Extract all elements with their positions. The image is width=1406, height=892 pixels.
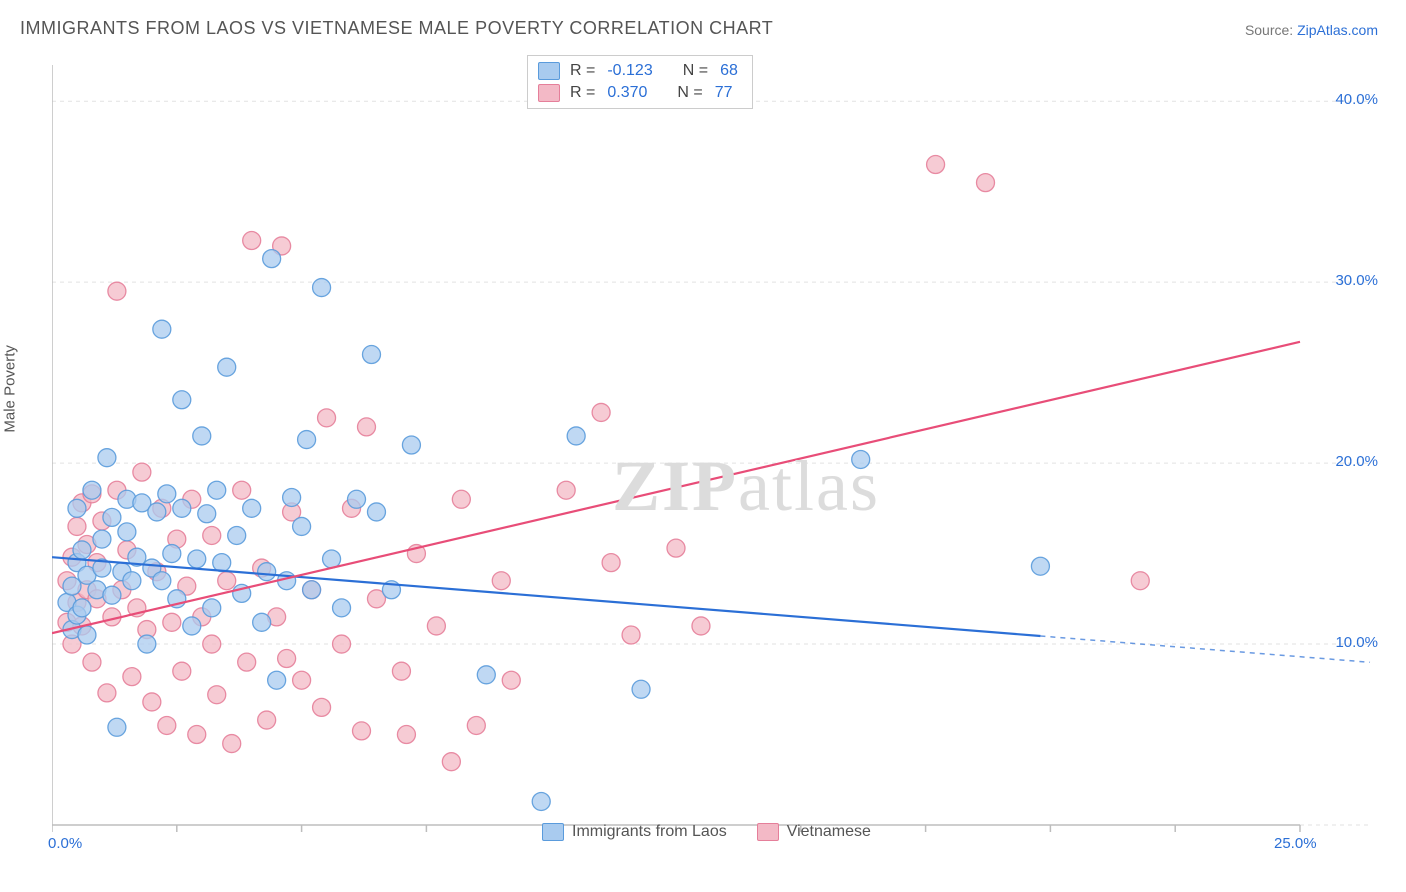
legend-swatch [538,84,560,102]
legend-row: R = 0.370 N = 77 [538,82,742,104]
legend-swatch [542,823,564,841]
n-value: 68 [720,62,738,80]
y-tick-label: 40.0% [1335,91,1378,108]
source-link[interactable]: ZipAtlas.com [1297,22,1378,38]
scatter-chart [52,55,1382,845]
y-axis-label: Male Poverty [2,345,19,433]
legend-swatch [538,62,560,80]
legend-label: Immigrants from Laos [572,823,727,840]
chart-title: IMMIGRANTS FROM LAOS VS VIETNAMESE MALE … [20,18,773,39]
series-legend: Immigrants from Laos Vietnamese [542,823,871,841]
r-value: -0.123 [607,62,652,80]
r-label: R = [570,84,595,102]
y-tick-label: 20.0% [1335,453,1378,470]
legend-swatch [757,823,779,841]
source-prefix: Source: [1245,22,1297,38]
n-label: N = [683,62,708,80]
legend-item: Vietnamese [757,823,871,841]
r-value: 0.370 [607,84,647,102]
legend-row: R = -0.123 N = 68 [538,60,742,82]
r-label: R = [570,62,595,80]
correlation-legend: R = -0.123 N = 68 R = 0.370 N = 77 [527,55,753,109]
chart-area: R =-0.123N =68R =0.370N =77 ZIPatlas Imm… [52,55,1382,845]
n-value: 77 [715,84,733,102]
x-tick-label: 0.0% [48,835,82,852]
y-tick-label: 10.0% [1335,634,1378,651]
n-label: N = [677,84,702,102]
source-attribution: Source: ZipAtlas.com [1245,22,1378,38]
y-tick-label: 30.0% [1335,272,1378,289]
legend-item: Immigrants from Laos [542,823,727,841]
legend-label: Vietnamese [787,823,871,840]
x-tick-label: 25.0% [1274,835,1317,852]
